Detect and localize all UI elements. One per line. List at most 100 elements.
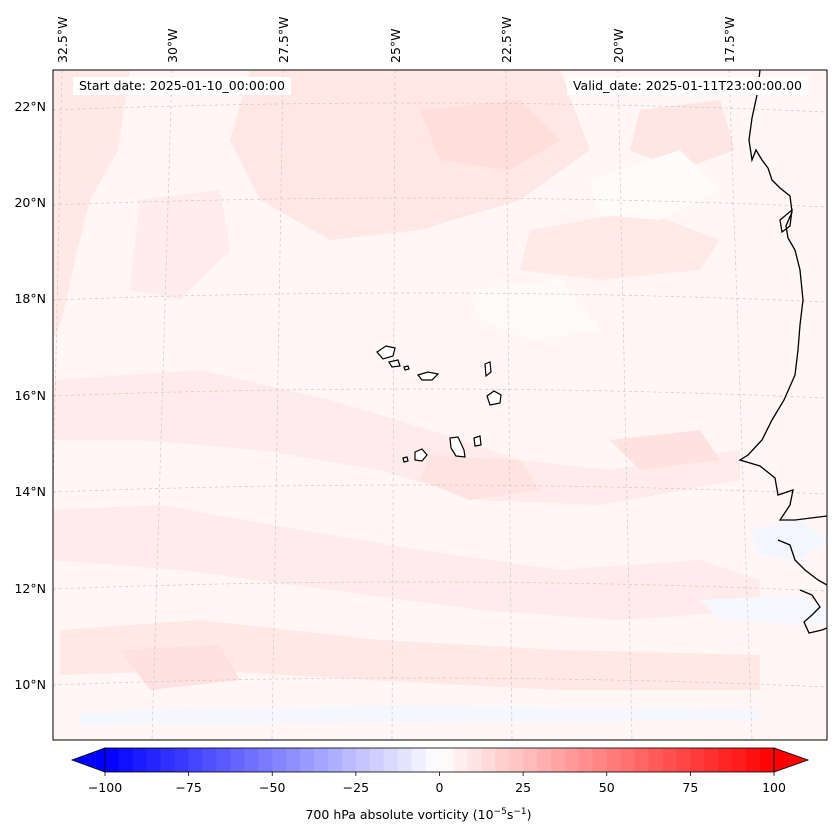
colorbar-cell — [523, 748, 538, 772]
map-frame — [52, 69, 828, 741]
colorbar-cell — [328, 748, 343, 772]
lon-label: 22.5°W — [499, 17, 514, 63]
colorbar-cell — [341, 748, 357, 772]
lon-label: 17.5°W — [722, 17, 737, 63]
colorbar-cell — [369, 748, 385, 772]
island-brava — [402, 456, 409, 463]
lon-label: 20°W — [611, 28, 626, 63]
colorbar-cell — [174, 748, 190, 772]
valid-date-label: Valid_date: 2025-01-11T23:00:00.00 — [566, 77, 808, 95]
colorbar-tick-label: 50 — [599, 780, 615, 795]
colorbar-cell — [509, 748, 524, 772]
island-santo-antao — [376, 345, 396, 360]
colorbar-cell — [105, 748, 120, 772]
lat-label: 10°N — [14, 677, 46, 692]
colorbar-cell — [620, 748, 636, 772]
vorticity-field-contours — [53, 70, 827, 724]
colorbar-cell — [230, 748, 245, 772]
lon-label: 32.5°W — [55, 17, 70, 63]
colorbar-max-extension — [773, 747, 810, 773]
colorbar: −100 −75 −50 −25 0 25 50 75 100 — [70, 747, 810, 795]
colorbar-cell — [592, 748, 608, 772]
colorbar-cell — [495, 748, 510, 772]
colorbar-cell — [188, 748, 203, 772]
island-sao-nicolau — [416, 371, 440, 381]
colorbar-tick-label: 25 — [515, 780, 531, 795]
colorbar-cell — [300, 748, 315, 772]
colorbar-cell — [467, 748, 482, 772]
island-santa-luzia — [403, 365, 410, 371]
colorbar-cell — [244, 748, 259, 772]
colorbar-cell — [453, 748, 468, 772]
lat-label: 18°N — [14, 291, 46, 306]
colorbar-cell — [216, 748, 231, 772]
colorbar-cell — [132, 748, 148, 772]
colorbar-cell — [746, 748, 761, 772]
colorbar-tick-label: −100 — [88, 780, 122, 795]
colorbar-min-extension — [70, 747, 106, 773]
colorbar-cell — [425, 748, 440, 772]
colorbar-cell — [606, 748, 622, 772]
colorbar-label-unit: s — [506, 807, 514, 823]
island-maio — [473, 435, 482, 447]
latitude-labels: 22°N 20°N 18°N 16°N 14°N 12°N 10°N — [14, 99, 46, 692]
start-date-label: Start date: 2025-01-10_00:00:00 — [73, 77, 291, 95]
colorbar-tick-label: −50 — [259, 780, 285, 795]
colorbar-cell — [202, 748, 217, 772]
colorbar-cell — [676, 748, 691, 772]
lat-label: 12°N — [14, 581, 46, 596]
island-santiago — [449, 436, 466, 458]
colorbar-cell — [258, 748, 273, 772]
colorbar-cell — [564, 748, 580, 772]
colorbar-cell — [718, 748, 733, 772]
colorbar-cell — [411, 748, 426, 772]
colorbar-cell — [146, 748, 162, 772]
colorbar-label-main: 700 hPa absolute vorticity (10 — [305, 807, 494, 823]
colorbar-cell — [272, 748, 287, 772]
colorbar-label-end: ) — [526, 807, 532, 823]
colorbar-cell — [578, 748, 594, 772]
lat-label: 20°N — [14, 195, 46, 210]
colorbar-cell — [118, 748, 134, 772]
lat-label: 16°N — [14, 388, 46, 403]
island-fogo — [414, 448, 428, 462]
colorbar-tick-label: 0 — [436, 780, 444, 795]
colorbar-cell — [355, 748, 371, 772]
colorbar-cell — [690, 748, 705, 772]
colorbar-cell — [537, 748, 552, 772]
lon-label: 30°W — [165, 28, 180, 63]
coastline — [738, 70, 827, 634]
island-boa-vista — [486, 390, 502, 406]
colorbar-cells — [105, 748, 775, 772]
lon-label: 27.5°W — [276, 17, 291, 63]
colorbar-label-exponent-2: −1 — [513, 807, 527, 817]
africa-coastline — [738, 70, 827, 521]
island-sao-vicente — [388, 359, 401, 368]
colorbar-label: 700 hPa absolute vorticity (10−5s−1) — [0, 807, 837, 822]
colorbar-cell — [760, 748, 775, 772]
colorbar-cell — [481, 748, 496, 772]
colorbar-cell — [383, 748, 399, 772]
colorbar-cell — [704, 748, 719, 772]
colorbar-cell — [732, 748, 747, 772]
colorbar-cell — [551, 748, 566, 772]
lat-label: 14°N — [14, 484, 46, 499]
graticule — [53, 70, 827, 740]
colorbar-tick-label: 75 — [682, 780, 698, 795]
colorbar-cell — [160, 748, 176, 772]
lon-label: 25°W — [388, 28, 403, 63]
colorbar-cell — [397, 748, 413, 772]
colorbar-cell — [662, 748, 677, 772]
longitude-labels: 32.5°W 30°W 27.5°W 25°W 22.5°W 20°W 17.5… — [55, 17, 737, 63]
colorbar-cell — [286, 748, 301, 772]
lat-label: 22°N — [14, 99, 46, 114]
colorbar-cell — [648, 748, 663, 772]
colorbar-ticks: −100 −75 −50 −25 0 25 50 75 100 — [88, 772, 786, 795]
colorbar-tick-label: −25 — [343, 780, 369, 795]
colorbar-cell — [314, 748, 329, 772]
island-sal — [484, 361, 492, 378]
colorbar-tick-label: −75 — [175, 780, 201, 795]
colorbar-tick-label: 100 — [762, 780, 786, 795]
cape-verde-islands — [376, 345, 502, 463]
